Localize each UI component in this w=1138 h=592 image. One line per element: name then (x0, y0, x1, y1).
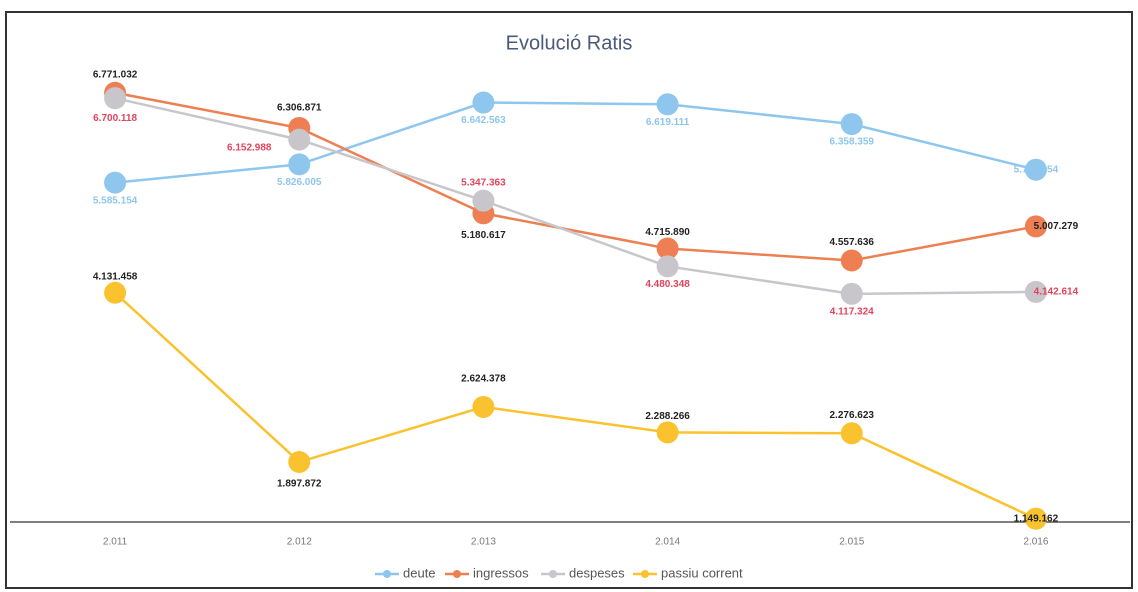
data-label: 6.619.111 (646, 117, 690, 128)
point (1024, 280, 1047, 303)
legend-label: passiu corrent (661, 565, 743, 580)
point (1024, 158, 1047, 181)
data-label: 4.480.348 (645, 279, 690, 290)
series-line (114, 101, 1037, 184)
data-label: 4.131.458 (93, 271, 138, 282)
data-label: 5.826.005 (277, 177, 322, 188)
data-label: 6.152.988 (227, 142, 272, 153)
data-label: 4.142.614 (1034, 287, 1079, 298)
legend-marker (383, 570, 391, 578)
series-line (114, 96, 1036, 296)
data-label: 4.715.890 (645, 227, 690, 238)
data-label: 4.117.324 (830, 306, 874, 317)
point (104, 281, 127, 304)
point (656, 421, 679, 444)
point (1024, 215, 1047, 238)
frame (5, 11, 1133, 589)
x-tick-label: 2.012 (287, 537, 312, 548)
legend-label: despeses (569, 565, 625, 580)
point (656, 93, 679, 116)
data-label: 2.276.623 (830, 410, 875, 421)
point (840, 282, 863, 305)
point (288, 128, 311, 151)
point (472, 395, 495, 418)
legend-label: ingressos (473, 565, 529, 580)
x-tick-label: 2.015 (839, 537, 864, 548)
legend-label: deute (403, 565, 436, 580)
point (472, 91, 495, 114)
data-label: 6.358.359 (830, 137, 875, 148)
data-label: 5.007.279 (1034, 221, 1079, 232)
data-label: 6.771.032 (93, 69, 138, 80)
point (104, 171, 127, 194)
data-label: 6.306.871 (277, 103, 322, 114)
data-label: 1.897.872 (277, 479, 322, 490)
data-label: 6.642.563 (461, 115, 506, 126)
data-label: 5.755.954 (1014, 164, 1059, 175)
point (288, 153, 311, 176)
x-tick-label: 2.016 (1023, 537, 1048, 548)
data-label: 2.288.266 (645, 411, 690, 422)
point (472, 189, 495, 212)
data-label: 1.149.162 (1014, 513, 1059, 524)
point (840, 249, 863, 272)
series-line (114, 291, 1037, 520)
data-label: 4.557.636 (830, 237, 875, 248)
data-label: 2.624.378 (461, 374, 506, 385)
data-label: 5.180.617 (461, 230, 506, 241)
legend-marker (453, 570, 461, 578)
point (1024, 507, 1047, 530)
data-label: 5.585.154 (93, 195, 138, 206)
point (104, 87, 127, 110)
data-label: 6.700.118 (93, 113, 137, 124)
x-tick-label: 2.013 (471, 537, 496, 548)
point (288, 450, 311, 473)
data-label: 5.347.363 (461, 177, 506, 188)
series-line (114, 91, 1037, 262)
x-tick-label: 2.014 (655, 537, 680, 548)
point (840, 113, 863, 136)
point (840, 422, 863, 445)
legend-marker (641, 570, 649, 578)
x-tick-label: 2.011 (103, 537, 128, 548)
chart-title: Evolució Ratis (506, 32, 633, 54)
point (656, 255, 679, 278)
legend-marker (549, 570, 557, 578)
point (656, 237, 679, 260)
